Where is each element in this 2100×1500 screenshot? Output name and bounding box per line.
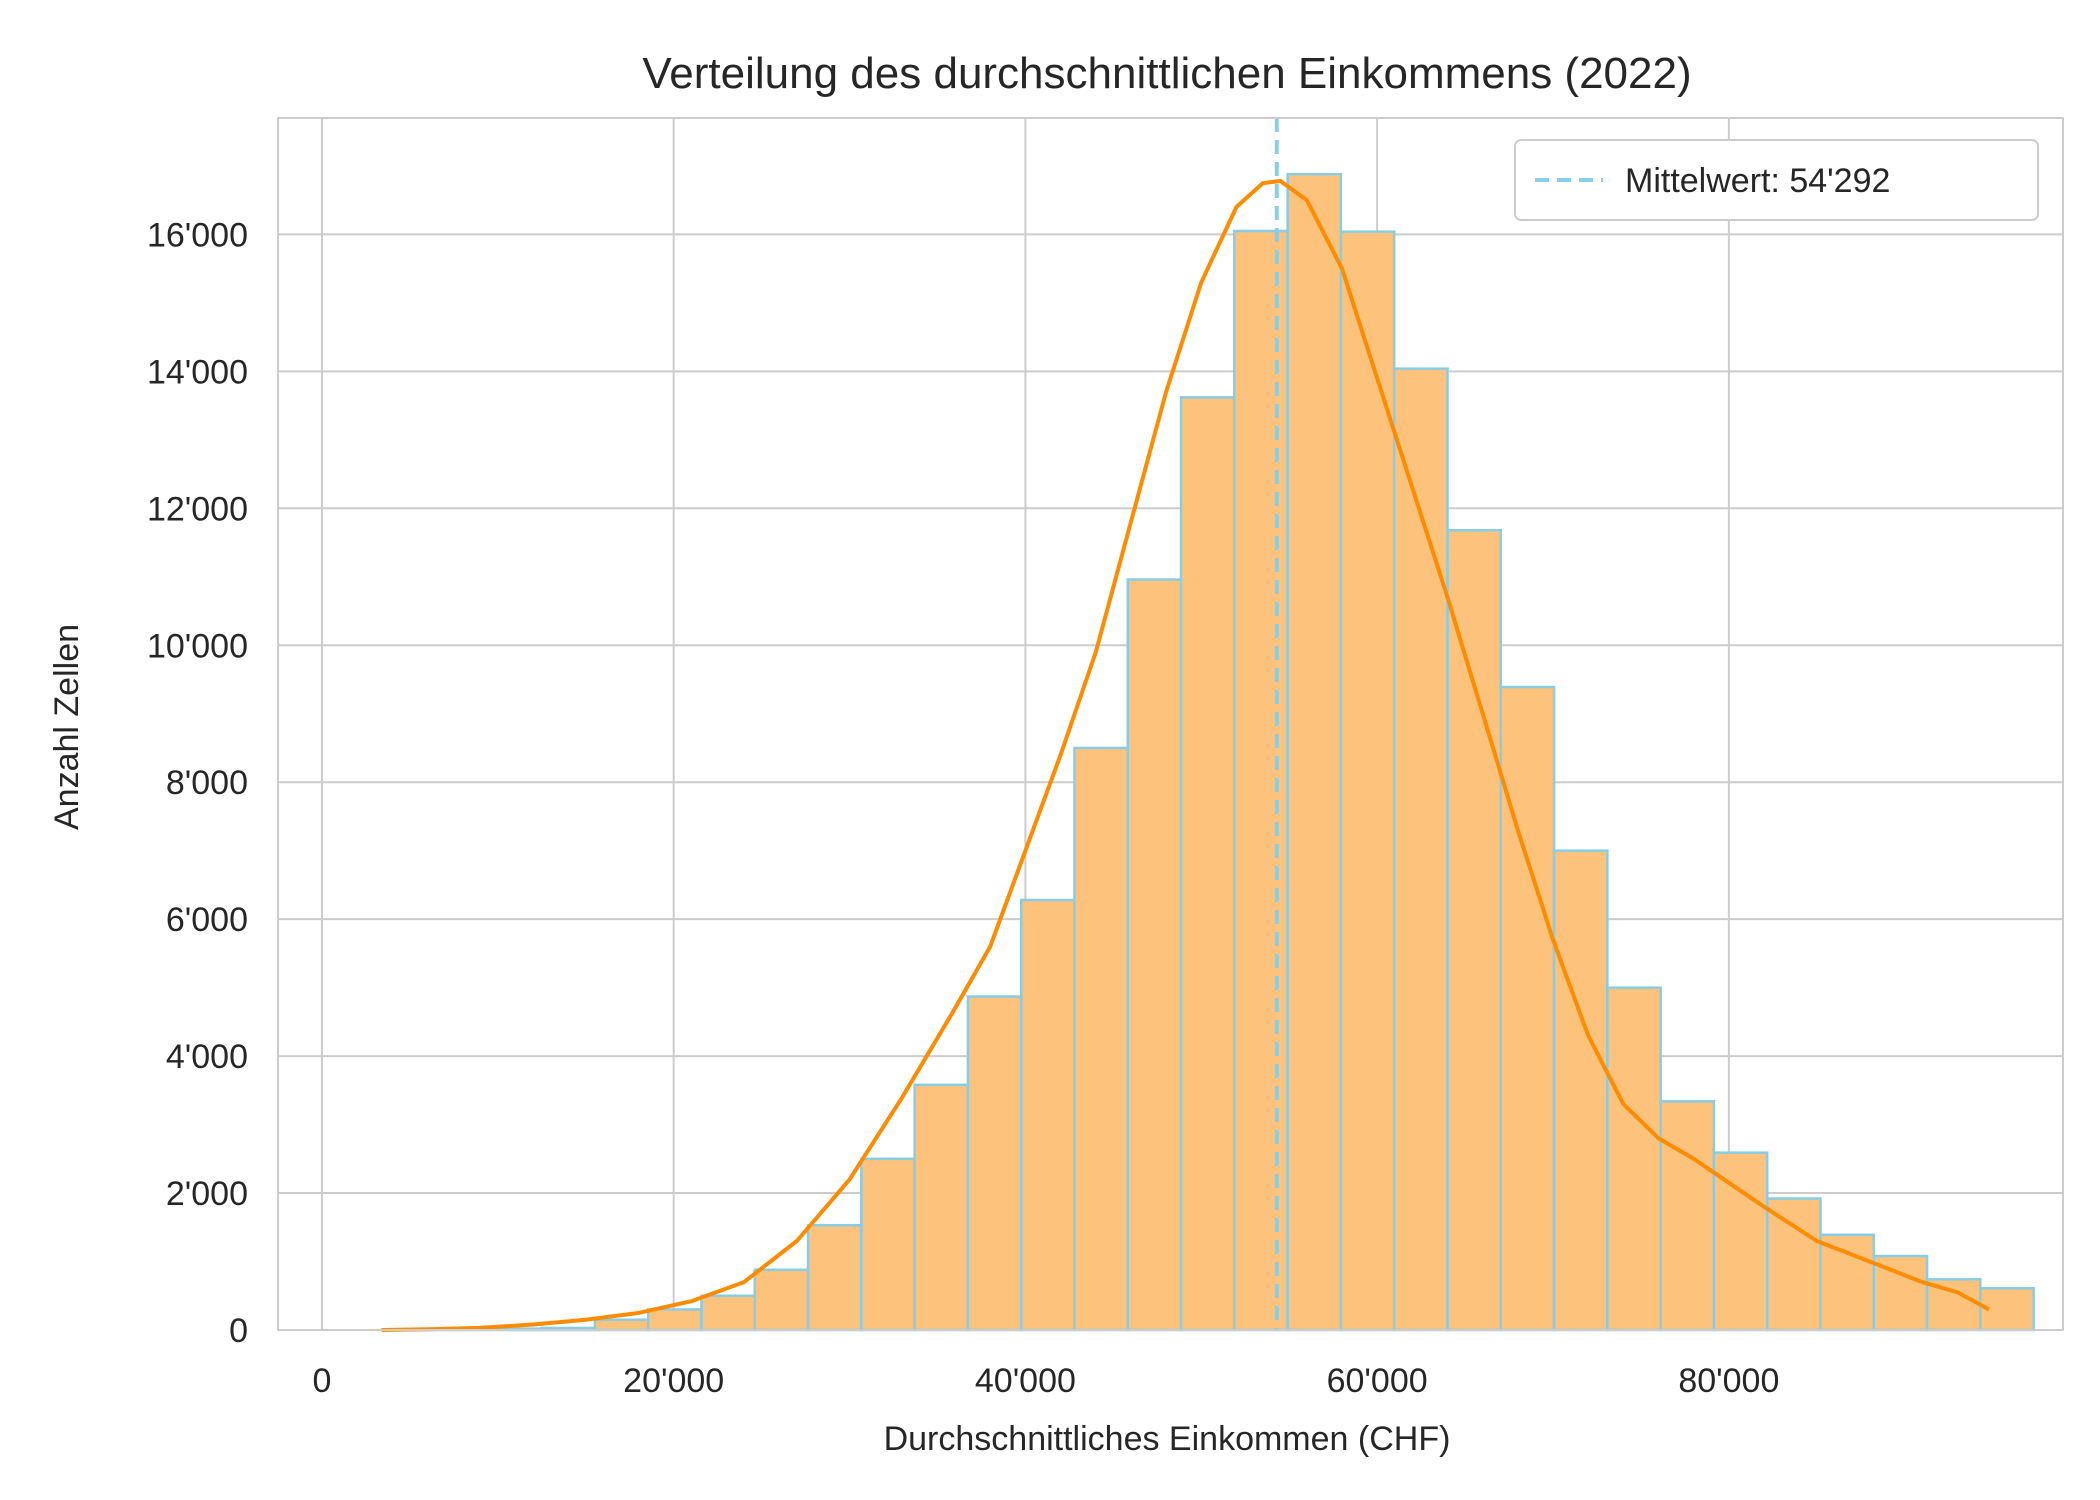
kde-curve <box>381 178 1991 1332</box>
histogram-bar <box>1979 1286 2035 1332</box>
y-tick-label: 2'000 <box>166 1175 248 1213</box>
histogram-bar <box>593 1318 650 1332</box>
histogram-bar <box>1233 229 1289 1332</box>
histogram-bar <box>1126 578 1183 1332</box>
y-tick-label: 0 <box>229 1312 248 1350</box>
chart-title: Verteilung des durchschnittlichen Einkom… <box>642 49 1691 98</box>
histogram-bars <box>380 172 2035 1332</box>
y-tick-label: 6'000 <box>166 901 248 939</box>
histogram-bar <box>1446 528 1503 1332</box>
plot-area <box>277 117 2064 1332</box>
y-tick-label: 4'000 <box>166 1038 248 1076</box>
histogram-bar <box>806 1223 863 1332</box>
legend: Mittelwert: 54'292 <box>1514 139 2039 221</box>
histogram-bar <box>1712 1151 1769 1332</box>
histogram-bar <box>860 1157 916 1332</box>
histogram-bar <box>1286 172 1343 1332</box>
x-tick-label: 40'000 <box>975 1362 1076 1400</box>
histogram-bar <box>1339 230 1396 1332</box>
y-tick-label: 8'000 <box>166 764 248 802</box>
x-tick-label: 80'000 <box>1678 1362 1779 1400</box>
x-tick-label: 0 <box>313 1362 332 1400</box>
y-axis-ticks: 0 2'000 4'000 6'000 8'000 10'000 12'000 14'000 1… <box>147 216 248 1350</box>
histogram-bar <box>1659 1100 1716 1332</box>
histogram-bar <box>1019 898 1076 1332</box>
histogram-bar <box>1499 685 1556 1332</box>
histogram-bar <box>1606 986 1662 1332</box>
histogram-bar <box>1179 396 1236 1332</box>
histogram-bar <box>1765 1197 1822 1332</box>
histogram-bar <box>753 1268 810 1332</box>
histogram-bar <box>646 1308 703 1332</box>
y-tick-label: 14'000 <box>147 353 248 391</box>
histogram-bar <box>700 1294 757 1332</box>
y-tick-label: 12'000 <box>147 490 248 528</box>
histogram-bar <box>966 995 1023 1332</box>
x-tick-label: 60'000 <box>1327 1362 1428 1400</box>
plot-frame <box>277 117 2064 1331</box>
legend-box <box>1514 139 2039 221</box>
x-axis-label: Durchschnittliches Einkommen (CHF) <box>884 1420 1451 1458</box>
x-tick-label: 20'000 <box>623 1362 724 1400</box>
legend-mean-label: Mittelwert: 54'292 <box>1625 162 1890 200</box>
histogram-bar <box>1552 849 1609 1332</box>
histogram-bar <box>913 1083 970 1332</box>
y-axis-label: Anzahl Zellen <box>48 624 86 830</box>
y-tick-label: 10'000 <box>147 627 248 665</box>
histogram-bar <box>1819 1233 1876 1332</box>
x-axis-ticks: 0 20'000 40'000 60'000 80'000 <box>313 1362 1780 1400</box>
histogram-bar <box>1073 746 1130 1332</box>
y-tick-label: 16'000 <box>147 216 248 254</box>
